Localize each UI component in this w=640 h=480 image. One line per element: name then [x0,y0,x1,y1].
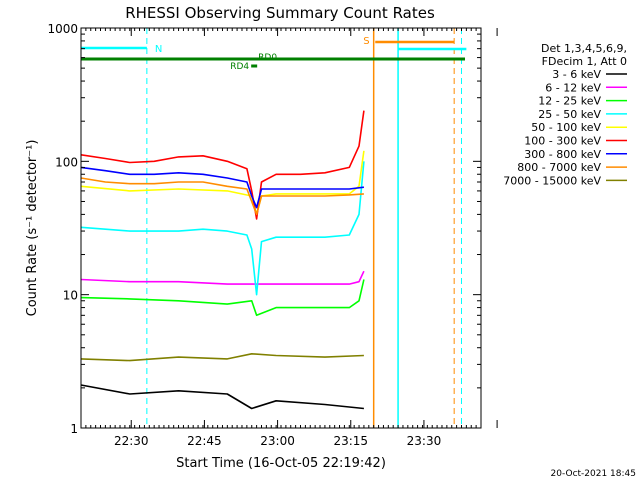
legend-label-4: 50 - 100 keV [531,121,601,134]
x-tick-label-1: 22:45 [187,434,222,448]
series-line-0 [80,384,364,410]
legend-label-2: 12 - 25 keV [538,95,601,108]
chart-title: RHESSI Observing Summary Count Rates [125,4,435,22]
series-layer [80,110,365,410]
series-line-1 [80,270,365,285]
series-line-6 [80,166,364,209]
legend-label-3: 25 - 50 keV [538,108,601,121]
legend-label-1: 6 - 12 keV [545,81,601,94]
legend-header-line-1: Det 1,3,4,5,6,9, [541,42,627,55]
annotation-s: S [363,36,369,47]
legend-label-8: 7000 - 15000 keV [503,174,601,187]
legend: Det 1,3,4,5,6,9, FDecim 1, Att 0 3 - 6 k… [503,42,627,187]
x-tick-label-2: 23:00 [260,434,295,448]
x-tick-label-0: 22:30 [114,434,149,448]
y-axis-label: Count Rate (s⁻¹ detector⁻¹) [25,140,40,317]
x-axis-label: Start Time (16-Oct-05 22:19:42) [176,456,386,471]
annotation-rd4: RD4 [230,62,249,72]
overlay-layer: N S RD0 RD4 [81,28,467,428]
x-tick-label-3: 23:15 [333,434,368,448]
series-line-3 [80,161,365,296]
legend-header-line-2: FDecim 1, Att 0 [542,55,627,68]
legend-label-6: 300 - 800 keV [524,148,601,161]
legend-label-5: 100 - 300 keV [524,135,601,148]
series-line-5 [80,110,365,220]
series-line-2 [80,279,365,317]
y-tick-label-2: 100 [55,155,78,169]
legend-label-0: 3 - 6 keV [552,68,601,81]
footer-timestamp: 20-Oct-2021 18:45 [551,469,636,479]
annotation-n: N [155,44,162,55]
y-tick-label-3: 1000 [47,22,78,36]
y-tick-label-1: 10 [63,289,78,303]
series-line-8 [80,352,364,362]
ticks-layer: 1 10 100 1000 22:30 22:45 23:00 23:15 23:30 [47,22,498,448]
y-tick-label-0: 1 [70,422,78,436]
legend-label-7: 800 - 7000 keV [517,161,601,174]
x-tick-label-4: 23:30 [407,434,442,448]
series-line-7 [80,177,364,216]
annotation-rd0: RD0 [258,53,277,63]
